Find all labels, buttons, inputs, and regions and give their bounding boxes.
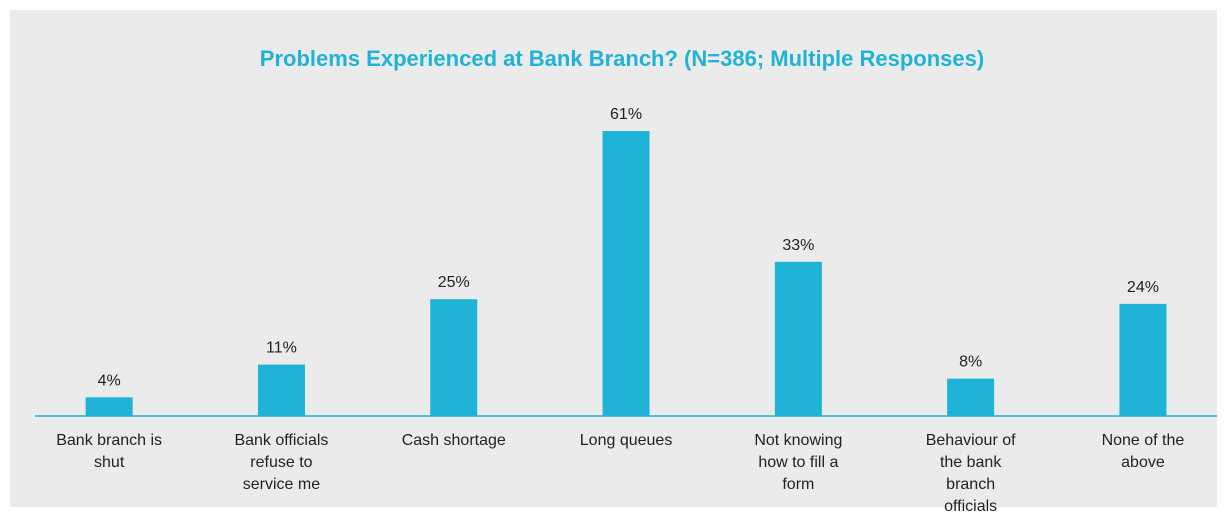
value-label: 25% [438,274,470,291]
value-label: 8% [959,354,982,371]
bar [774,261,822,416]
bar [602,131,650,416]
value-label: 4% [98,372,121,389]
bar [257,364,305,416]
value-label: 33% [782,237,814,254]
x-tick-label: Long queues [579,432,673,449]
x-tick-label: Bank officials refuse to service me [234,432,329,493]
value-label: 24% [1127,279,1159,296]
value-label: 11% [266,340,297,357]
value-label: 61% [610,106,642,123]
chart-title: Problems Experienced at Bank Branch? (N=… [260,46,984,71]
x-tick-label: Bank branch is shut [56,432,163,471]
bar [85,397,133,416]
x-tick-label: None of the above [1101,432,1185,471]
x-tick-label: Cash shortage [401,432,506,449]
bar [947,378,995,416]
x-tick-label: Behaviour of the bank branch officials [925,432,1016,515]
bar [1119,303,1167,416]
bar [430,299,478,416]
x-tick-label: Not knowing how to fill a form [754,432,843,493]
